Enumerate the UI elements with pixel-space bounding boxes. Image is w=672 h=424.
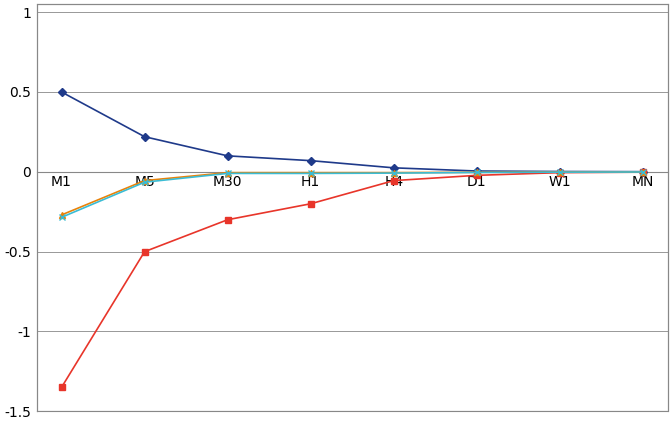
- center_lower: [224, 171, 232, 176]
- lower_bound: [556, 170, 564, 175]
- center_upper: [224, 170, 232, 175]
- Line: lower_bound: lower_bound: [58, 169, 646, 391]
- upper_bound: [639, 169, 647, 174]
- Line: center_upper: center_upper: [58, 169, 646, 218]
- upper_bound: [473, 168, 481, 173]
- upper_bound: [224, 153, 232, 159]
- center_upper: [556, 170, 564, 175]
- upper_bound: [556, 169, 564, 174]
- center_upper: [390, 170, 398, 175]
- center_lower: [140, 180, 149, 185]
- Line: center_lower: center_lower: [58, 169, 646, 220]
- center_lower: [58, 215, 66, 220]
- lower_bound: [140, 249, 149, 254]
- center_lower: [556, 170, 564, 175]
- center_lower: [473, 170, 481, 175]
- center_upper: [473, 170, 481, 175]
- upper_bound: [390, 165, 398, 170]
- lower_bound: [639, 170, 647, 175]
- Line: upper_bound: upper_bound: [58, 89, 646, 174]
- center_upper: [639, 170, 647, 175]
- upper_bound: [58, 89, 66, 95]
- center_lower: [390, 170, 398, 176]
- lower_bound: [306, 201, 314, 206]
- upper_bound: [306, 158, 314, 163]
- lower_bound: [58, 385, 66, 390]
- center_lower: [639, 170, 647, 175]
- center_lower: [306, 171, 314, 176]
- center_upper: [58, 212, 66, 218]
- upper_bound: [140, 134, 149, 139]
- lower_bound: [224, 217, 232, 222]
- lower_bound: [390, 178, 398, 183]
- center_upper: [306, 170, 314, 175]
- center_upper: [140, 178, 149, 183]
- lower_bound: [473, 173, 481, 178]
